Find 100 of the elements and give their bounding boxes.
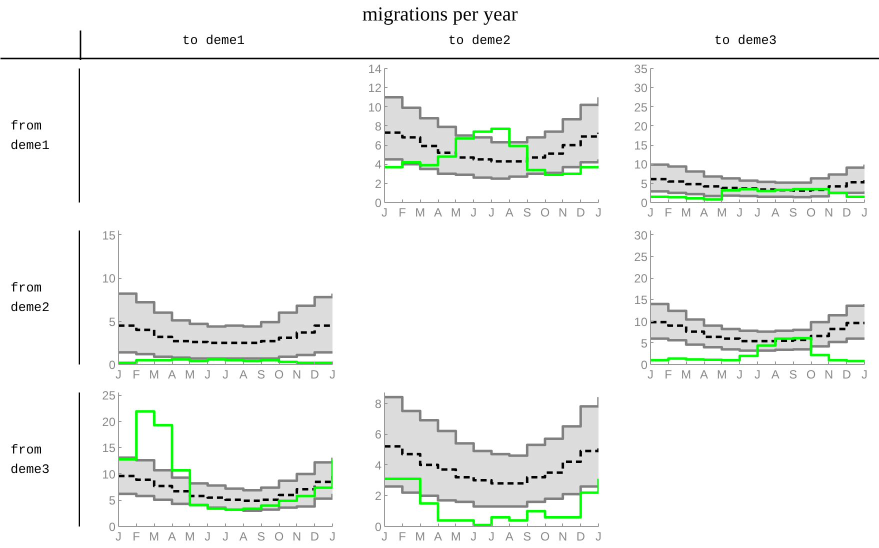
x-tick-label: A [239, 530, 248, 544]
x-tick-label: J [222, 530, 228, 544]
y-tick-label: 25 [634, 100, 648, 114]
y-tick-label: 15 [634, 293, 648, 308]
x-tick-label: M [184, 530, 195, 544]
x-tick-label: O [540, 530, 550, 544]
x-tick-label: J [470, 206, 477, 220]
x-tick-label: A [434, 206, 442, 220]
x-tick-label: N [558, 206, 568, 220]
x-tick-label: M [450, 530, 461, 544]
text: to deme3 [714, 33, 777, 48]
y-tick-label: 10 [634, 158, 648, 172]
y-tick-label: 35 [634, 62, 648, 76]
x-tick-label: F [398, 530, 406, 544]
y-tick-label: 0 [640, 358, 648, 372]
x-tick-label: J [204, 368, 211, 382]
y-tick-label: 14 [368, 62, 382, 76]
x-tick-label: O [806, 368, 816, 382]
text: to deme1 [182, 33, 245, 48]
y-tick-label: 0 [108, 520, 116, 534]
x-tick-label: O [274, 368, 284, 382]
x-tick-label: M [415, 530, 426, 544]
x-tick-label: J [648, 206, 654, 220]
x-tick-label: A [771, 206, 780, 220]
text: migrations per year [362, 4, 518, 26]
x-tick-label: J [116, 368, 122, 382]
y-tick-label: 25 [634, 250, 648, 264]
x-tick-label: S [789, 206, 798, 220]
x-tick-label: M [450, 206, 461, 220]
x-tick-label: F [664, 368, 672, 382]
y-tick-label: 6 [374, 428, 382, 442]
x-tick-label: S [523, 530, 532, 544]
text: from deme1 [10, 118, 50, 153]
x-tick-label: J [330, 368, 336, 382]
y-tick-label: 4 [374, 158, 382, 172]
y-tick-label: 12 [368, 81, 382, 96]
x-tick-label: J [596, 530, 602, 544]
y-tick-label: 15 [102, 441, 116, 456]
x-tick-label: M [681, 206, 692, 220]
x-tick-label: M [681, 368, 692, 382]
x-tick-label: J [754, 368, 760, 382]
x-tick-label: M [716, 368, 727, 382]
x-tick-label: J [862, 206, 868, 220]
y-tick-label: 4 [374, 458, 382, 472]
x-tick-label: J [222, 368, 228, 382]
x-tick-label: J [862, 368, 868, 382]
x-tick-label: J [330, 530, 336, 544]
x-tick-label: O [806, 206, 816, 220]
y-tick-label: 0 [374, 196, 382, 210]
x-tick-label: A [700, 368, 708, 382]
x-tick-label: F [132, 530, 140, 544]
x-tick-label: S [257, 530, 266, 544]
x-tick-label: D [310, 368, 320, 382]
y-tick-label: 5 [108, 494, 116, 508]
x-tick-label: A [168, 368, 176, 382]
x-tick-label: S [257, 368, 266, 382]
y-tick-label: 20 [102, 414, 116, 429]
y-tick-label: 0 [108, 358, 116, 372]
x-tick-label: F [398, 206, 406, 220]
x-tick-label: D [842, 206, 852, 220]
x-tick-label: J [488, 530, 494, 544]
x-tick-label: J [470, 530, 477, 544]
y-tick-label: 2 [374, 176, 382, 191]
y-tick-label: 5 [108, 314, 116, 329]
x-tick-label: A [505, 530, 514, 544]
x-tick-label: J [596, 206, 602, 220]
x-tick-label: A [505, 206, 514, 220]
x-tick-label: J [736, 368, 743, 382]
y-tick-label: 0 [640, 196, 648, 210]
y-tick-label: 30 [634, 228, 648, 242]
y-tick-label: 20 [634, 119, 648, 134]
y-tick-label: 20 [634, 272, 648, 286]
x-tick-label: F [664, 206, 672, 220]
y-tick-label: 0 [374, 520, 382, 534]
x-tick-label: D [842, 368, 852, 382]
x-tick-label: M [149, 530, 160, 544]
y-tick-label: 10 [368, 100, 382, 114]
x-tick-label: O [274, 530, 284, 544]
y-tick-label: 5 [640, 176, 648, 191]
x-tick-label: M [184, 368, 195, 382]
y-tick-label: 8 [374, 119, 382, 134]
x-tick-label: N [558, 530, 568, 544]
y-tick-label: 2 [374, 489, 382, 504]
x-tick-label: N [292, 368, 302, 382]
x-tick-label: N [292, 530, 302, 544]
y-tick-label: 25 [102, 388, 116, 403]
x-tick-label: A [700, 206, 708, 220]
y-tick-label: 10 [102, 467, 116, 482]
x-tick-label: A [434, 530, 442, 544]
x-tick-label: D [310, 530, 320, 544]
x-tick-label: J [382, 206, 388, 220]
x-tick-label: S [523, 206, 532, 220]
x-tick-label: D [576, 530, 586, 544]
text: from deme2 [10, 280, 50, 315]
x-tick-label: J [488, 206, 494, 220]
x-tick-label: M [415, 206, 426, 220]
x-tick-label: N [824, 368, 834, 382]
x-tick-label: O [540, 206, 550, 220]
y-tick-label: 8 [374, 396, 382, 411]
x-tick-label: J [736, 206, 743, 220]
